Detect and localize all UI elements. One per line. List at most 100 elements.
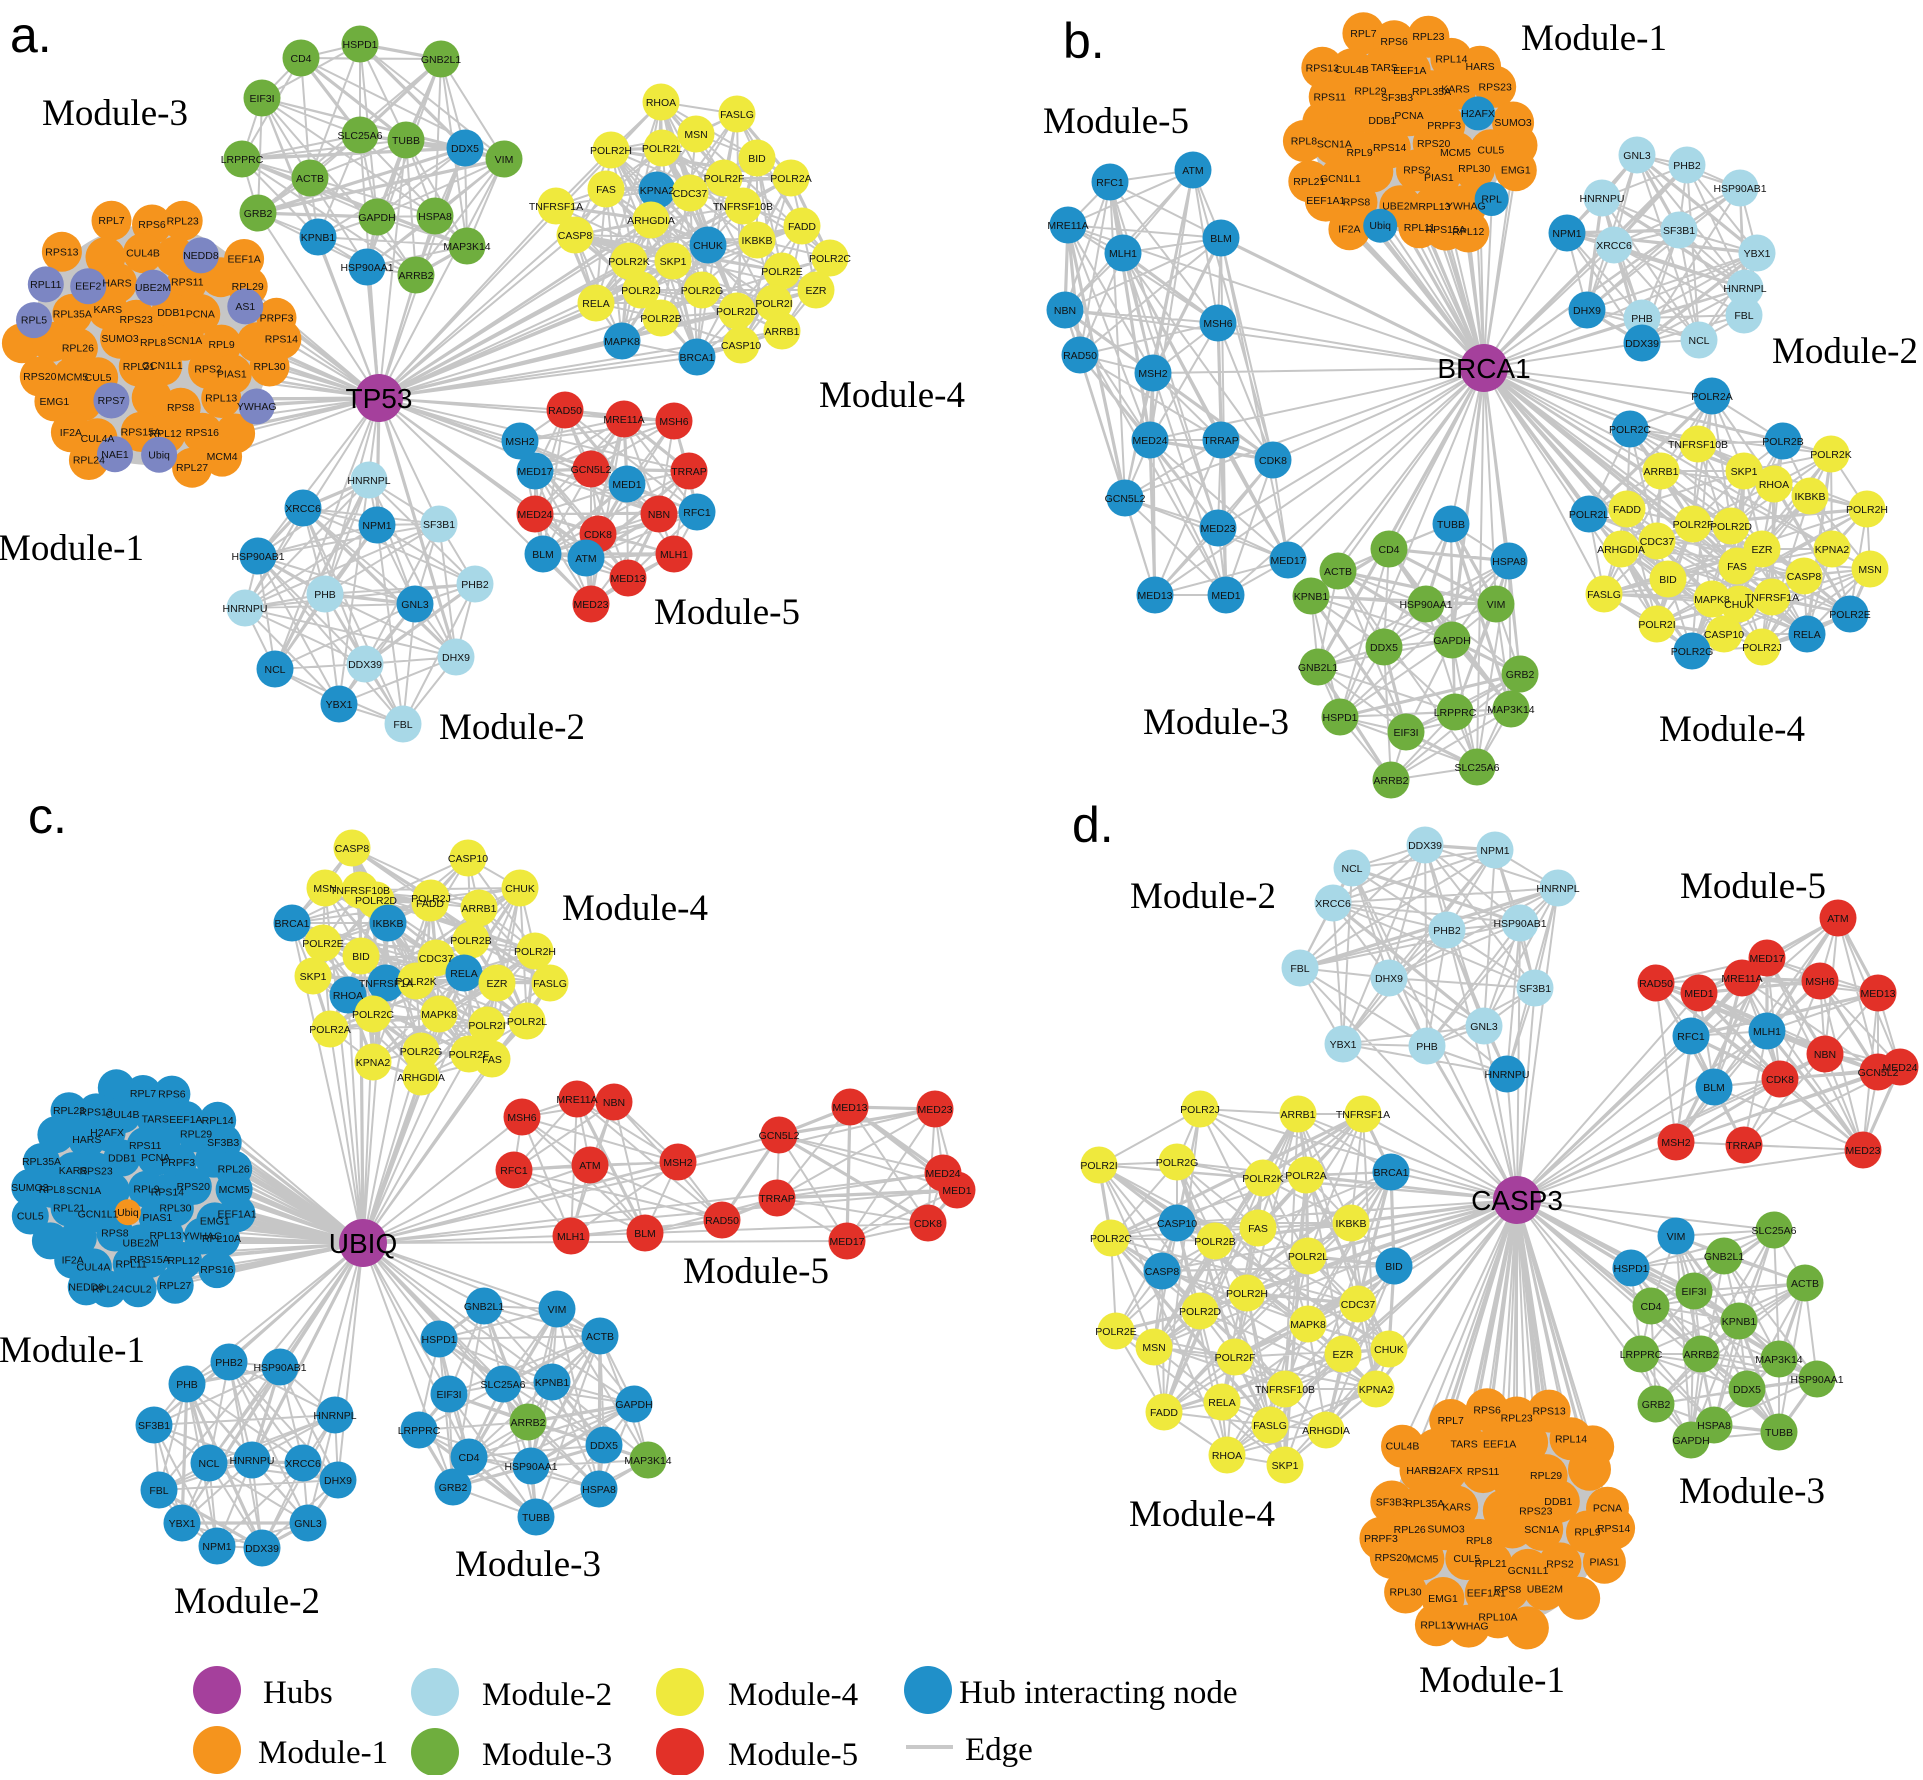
svg-text:TNFRSF10B: TNFRSF10B (713, 201, 773, 213)
svg-text:RPS16: RPS16 (186, 427, 219, 439)
svg-text:TNFRSF10B: TNFRSF10B (330, 885, 390, 897)
svg-text:MED17: MED17 (1749, 953, 1784, 965)
svg-text:SKP1: SKP1 (1272, 1460, 1299, 1472)
svg-text:MED1: MED1 (942, 1185, 971, 1197)
svg-text:MLH1: MLH1 (1753, 1026, 1781, 1038)
svg-text:RPS14: RPS14 (151, 1187, 184, 1199)
svg-text:POLR2H: POLR2H (1846, 504, 1888, 516)
svg-text:UBE2M: UBE2M (1527, 1584, 1563, 1596)
svg-text:RPL27: RPL27 (159, 1280, 191, 1292)
svg-text:TP53: TP53 (346, 383, 413, 414)
svg-text:FAS: FAS (482, 1054, 502, 1066)
svg-text:HSP90AA1: HSP90AA1 (1790, 1374, 1843, 1386)
svg-text:RELA: RELA (1793, 629, 1820, 641)
svg-text:CDK8: CDK8 (1766, 1074, 1794, 1086)
svg-text:Module-2: Module-2 (174, 1581, 320, 1622)
svg-text:POLR2B: POLR2B (1762, 436, 1803, 448)
svg-text:EEF1A1: EEF1A1 (1467, 1588, 1506, 1600)
svg-text:MAPK8: MAPK8 (1290, 1319, 1326, 1331)
svg-text:SLC25A6: SLC25A6 (1752, 1225, 1797, 1237)
svg-text:IF2A: IF2A (60, 427, 82, 439)
svg-text:POLR2C: POLR2C (809, 253, 851, 265)
svg-text:RPL21: RPL21 (1293, 176, 1325, 188)
svg-text:FAS: FAS (1248, 1223, 1268, 1235)
svg-text:NBN: NBN (603, 1097, 625, 1109)
svg-text:MED13: MED13 (610, 573, 645, 585)
svg-text:RPL21: RPL21 (123, 361, 155, 373)
svg-text:FASLG: FASLG (1253, 1420, 1287, 1432)
svg-text:KPNA2: KPNA2 (356, 1057, 391, 1069)
svg-text:POLR2H: POLR2H (1226, 1288, 1268, 1300)
svg-text:HSP90AA1: HSP90AA1 (1399, 599, 1452, 611)
svg-text:HARS: HARS (72, 1134, 101, 1146)
svg-text:Module-5: Module-5 (1680, 866, 1826, 907)
svg-text:SKP1: SKP1 (1731, 466, 1758, 478)
svg-text:KPNB1: KPNB1 (301, 232, 336, 244)
svg-text:RPL29: RPL29 (1354, 86, 1386, 98)
svg-text:IKBKB: IKBKB (1336, 1218, 1367, 1230)
svg-text:Module-4: Module-4 (819, 375, 965, 416)
svg-text:EZR: EZR (1752, 544, 1773, 556)
svg-text:XRCC6: XRCC6 (1315, 898, 1351, 910)
svg-text:GAPDH: GAPDH (1433, 635, 1470, 647)
svg-text:RPS11: RPS11 (129, 1140, 162, 1152)
svg-text:RPS23: RPS23 (120, 314, 153, 326)
svg-text:RPS11: RPS11 (1467, 1466, 1500, 1478)
svg-text:HNRNPL: HNRNPL (1536, 883, 1579, 895)
svg-text:RPS15A: RPS15A (121, 426, 161, 438)
svg-text:TNFRSF1A: TNFRSF1A (1336, 1109, 1390, 1121)
svg-text:DDX39: DDX39 (245, 1543, 279, 1555)
svg-text:RPL13: RPL13 (149, 1230, 181, 1242)
svg-text:VIM: VIM (1487, 599, 1506, 611)
svg-text:RPL7: RPL7 (1350, 28, 1376, 40)
svg-text:MED1: MED1 (612, 479, 641, 491)
svg-text:MLH1: MLH1 (1109, 248, 1137, 260)
svg-text:RELA: RELA (1208, 1397, 1235, 1409)
svg-text:PCNA: PCNA (141, 1152, 170, 1164)
svg-text:RPL9: RPL9 (133, 1184, 159, 1196)
svg-text:FADD: FADD (1613, 504, 1641, 516)
svg-text:ACTB: ACTB (1324, 566, 1352, 578)
svg-text:SF3B3: SF3B3 (1381, 92, 1413, 104)
svg-text:DDX39: DDX39 (1408, 840, 1442, 852)
svg-text:RPL8: RPL8 (1291, 136, 1317, 148)
svg-text:TUBB: TUBB (522, 1512, 550, 1524)
svg-text:TNFRSF1A: TNFRSF1A (1745, 592, 1799, 604)
svg-text:H2AFX: H2AFX (1461, 108, 1495, 120)
svg-text:YBX1: YBX1 (169, 1518, 196, 1530)
svg-text:RPL13: RPL13 (205, 393, 237, 405)
svg-text:MSH2: MSH2 (663, 1157, 692, 1169)
svg-text:DDB1: DDB1 (157, 307, 185, 319)
svg-text:POLR2E: POLR2E (761, 266, 802, 278)
svg-text:Module-2: Module-2 (482, 1677, 612, 1713)
svg-text:MED24: MED24 (517, 509, 552, 521)
svg-text:Ubiq: Ubiq (117, 1207, 139, 1219)
svg-text:RPL30: RPL30 (1458, 163, 1490, 175)
svg-text:HARS: HARS (102, 277, 131, 289)
svg-text:RPL29: RPL29 (232, 281, 264, 293)
svg-text:TRRAP: TRRAP (1203, 435, 1239, 447)
svg-text:GNL3: GNL3 (1470, 1021, 1498, 1033)
svg-text:Module-3: Module-3 (1143, 702, 1289, 743)
svg-text:KPNA2: KPNA2 (640, 185, 675, 197)
svg-text:RAD50: RAD50 (548, 405, 582, 417)
svg-text:PHB2: PHB2 (461, 579, 489, 591)
svg-text:POLR2L: POLR2L (1569, 509, 1609, 521)
svg-text:RPS14: RPS14 (1597, 1523, 1630, 1535)
svg-text:UBIQ: UBIQ (329, 1228, 397, 1259)
svg-text:MSH6: MSH6 (507, 1112, 536, 1124)
svg-text:RPL8: RPL8 (140, 337, 166, 349)
svg-text:POLR2A: POLR2A (1285, 1170, 1326, 1182)
svg-text:SUMO3: SUMO3 (1494, 117, 1532, 129)
svg-text:CHUK: CHUK (1374, 1344, 1404, 1356)
svg-text:CASP8: CASP8 (1787, 571, 1822, 583)
svg-text:RPL12: RPL12 (150, 428, 182, 440)
svg-text:BID: BID (352, 951, 370, 963)
svg-text:Module-3: Module-3 (1679, 1471, 1825, 1512)
svg-text:MED17: MED17 (1270, 555, 1305, 567)
svg-text:HNRNPU: HNRNPU (230, 1455, 275, 1467)
svg-text:c.: c. (28, 788, 67, 844)
svg-text:CD4: CD4 (1640, 1301, 1661, 1313)
svg-text:TNFRSF1A: TNFRSF1A (529, 201, 583, 213)
svg-text:SKP1: SKP1 (300, 971, 327, 983)
